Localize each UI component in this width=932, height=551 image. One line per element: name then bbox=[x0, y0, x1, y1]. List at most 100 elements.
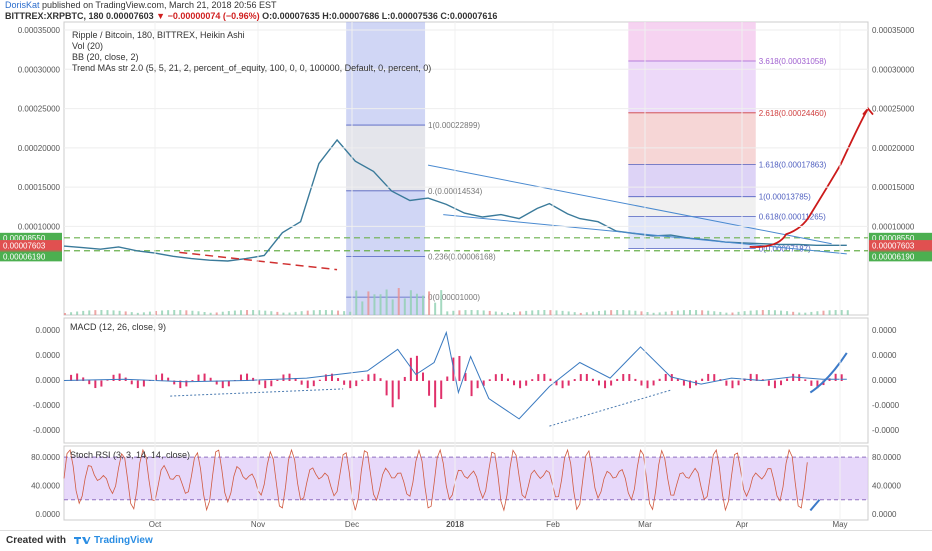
x-tick-label: Nov bbox=[251, 520, 265, 529]
macd-histogram-bar bbox=[142, 380, 145, 387]
macd-histogram-bar bbox=[337, 378, 340, 381]
volume-bar bbox=[622, 310, 625, 315]
macd-histogram-bar bbox=[258, 380, 261, 385]
macd-histogram-bar bbox=[209, 377, 212, 381]
macd-histogram-bar bbox=[100, 380, 103, 387]
macd-histogram-bar bbox=[70, 374, 73, 381]
macd-histogram-bar bbox=[725, 380, 728, 386]
volume-bar bbox=[221, 311, 224, 315]
stoch-y-tick: 0.0000 bbox=[872, 510, 897, 519]
macd-histogram-bar bbox=[804, 379, 807, 381]
volume-bar bbox=[652, 312, 655, 315]
macd-histogram-bar bbox=[628, 374, 631, 381]
indicator-legend: Ripple / Bitcoin, 180, BITTREX, Heikin A… bbox=[72, 30, 431, 73]
volume-bar bbox=[161, 310, 164, 315]
author-link[interactable]: DorisKat bbox=[5, 0, 40, 10]
macd-y-tick-left: -0.0000 bbox=[33, 426, 61, 435]
volume-bar bbox=[349, 311, 352, 315]
stoch-up-arrow-icon bbox=[809, 499, 821, 512]
volume-bar bbox=[88, 310, 91, 315]
stoch-y-tick: 40.0000 bbox=[872, 482, 901, 491]
volume-bar bbox=[780, 310, 783, 315]
y-tick-label-left: 0.00010000 bbox=[18, 222, 61, 231]
fib-zone-right bbox=[628, 60, 756, 113]
macd-histogram-bar bbox=[306, 380, 309, 389]
macd-histogram-bar bbox=[749, 373, 752, 381]
macd-up-arrow-icon bbox=[809, 352, 848, 394]
macd-histogram-bar bbox=[288, 373, 291, 381]
volume-bar bbox=[361, 301, 364, 315]
volume-bar bbox=[767, 310, 770, 315]
volume-bar bbox=[506, 312, 509, 315]
macd-histogram-bar bbox=[664, 373, 667, 381]
macd-histogram-bar bbox=[76, 373, 79, 381]
legend-title: Ripple / Bitcoin, 180, BITTREX, Heikin A… bbox=[72, 30, 245, 40]
volume-bar bbox=[688, 310, 691, 315]
volume-bar bbox=[555, 310, 558, 315]
volume-bar bbox=[488, 310, 491, 315]
volume-bar bbox=[549, 310, 552, 315]
volume-bar bbox=[300, 311, 303, 315]
volume-bar bbox=[246, 310, 249, 315]
symbol-label: BITTREX:XRPBTC, 180 bbox=[5, 11, 104, 21]
volume-bar bbox=[294, 311, 297, 315]
volume-bar bbox=[701, 310, 704, 315]
volume-bar bbox=[136, 312, 139, 315]
stoch-k-line bbox=[63, 448, 808, 512]
price-tag-left bbox=[0, 232, 62, 243]
volume-bar bbox=[604, 310, 607, 315]
y-tick-label-left: 0.00020000 bbox=[18, 144, 61, 153]
volume-bar bbox=[94, 310, 97, 315]
price-tag-left bbox=[0, 240, 62, 251]
macd-histogram-bar bbox=[676, 379, 679, 381]
macd-histogram-bar bbox=[330, 373, 333, 381]
price-tag-label: 0.00006190 bbox=[872, 252, 915, 261]
volume-bar bbox=[288, 312, 291, 315]
macd-histogram-bar bbox=[591, 378, 594, 381]
volume-bar bbox=[264, 310, 267, 315]
macd-histogram-bar bbox=[434, 380, 437, 408]
macd-histogram-bar bbox=[622, 374, 625, 381]
macd-histogram-bar bbox=[88, 380, 91, 385]
down-arrow-icon: ▼ bbox=[156, 11, 166, 21]
volume-bar bbox=[773, 310, 776, 315]
volume-bar bbox=[816, 311, 819, 315]
volume-bar bbox=[682, 310, 685, 315]
macd-histogram-bar bbox=[161, 373, 164, 381]
fib-label-left: 1(0.00022899) bbox=[428, 121, 480, 130]
volume-bar bbox=[494, 311, 497, 315]
volume-bar bbox=[725, 312, 728, 315]
volume-bar bbox=[258, 310, 261, 315]
volume-bar bbox=[676, 310, 679, 315]
ohlc-close: C:0.00007616 bbox=[440, 11, 498, 21]
macd-y-tick-left: 0.0000 bbox=[36, 376, 61, 385]
macd-histogram-bar bbox=[391, 380, 394, 408]
volume-bar bbox=[330, 310, 333, 315]
volume-bar bbox=[270, 311, 273, 315]
macd-histogram-bar bbox=[494, 374, 497, 381]
macd-histogram-bar bbox=[130, 380, 133, 385]
macd-histogram-bar bbox=[239, 374, 242, 381]
macd-histogram-bar bbox=[755, 374, 758, 381]
macd-histogram-bar bbox=[82, 377, 85, 381]
macd-histogram-bar bbox=[573, 379, 576, 381]
y-tick-label-right: 0.00015000 bbox=[872, 183, 915, 192]
volume-bar bbox=[124, 311, 127, 315]
price-tag-label-left: 0.00008550 bbox=[3, 234, 46, 243]
volume-bar bbox=[755, 310, 758, 315]
macd-histogram-bar bbox=[561, 380, 564, 389]
tradingview-brand-link[interactable]: TradingView bbox=[94, 535, 153, 546]
macd-y-tick-left: 0.0000 bbox=[36, 326, 61, 335]
macd-histogram-bar bbox=[767, 380, 770, 386]
volume-bar bbox=[276, 311, 279, 315]
fib-zone-right bbox=[628, 164, 756, 197]
macd-histogram-bar bbox=[579, 374, 582, 381]
volume-bar bbox=[428, 291, 431, 315]
macd-histogram-bar bbox=[652, 380, 655, 386]
volume-bar bbox=[324, 310, 327, 315]
macd-histogram-bar bbox=[446, 376, 449, 381]
macd-histogram-bar bbox=[167, 377, 170, 381]
y-tick-label-right: 0.00035000 bbox=[872, 26, 915, 35]
volume-bar bbox=[561, 310, 564, 315]
